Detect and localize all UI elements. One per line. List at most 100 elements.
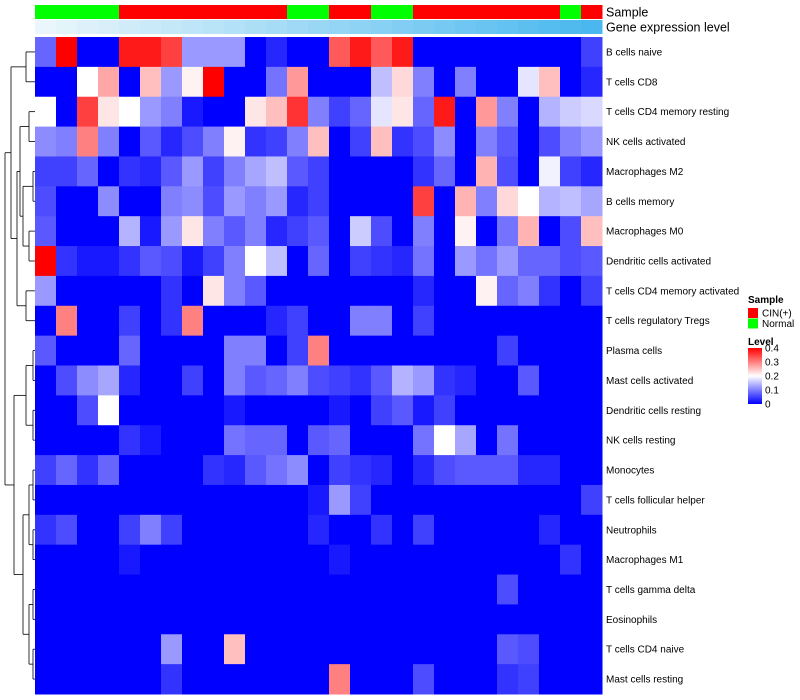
heatmap-cell <box>581 604 603 635</box>
heatmap-cell <box>560 634 582 665</box>
heatmap-cell <box>581 37 603 68</box>
row-labels: B cells naive T cells CD8 T cells CD4 memo… <box>606 47 739 685</box>
heatmap-cell <box>539 455 561 486</box>
heatmap-cell <box>329 186 351 217</box>
heatmap-cell <box>182 634 204 665</box>
heatmap-cell <box>224 634 246 665</box>
heatmap-cell <box>581 664 603 695</box>
heatmap-cell <box>140 365 162 396</box>
heatmap-cell <box>560 484 582 516</box>
heatmap-cell <box>476 395 498 426</box>
heatmap-cell <box>476 37 498 68</box>
heatmap-cell <box>224 544 246 576</box>
heatmap-cell <box>203 365 225 396</box>
sample-annotation-cell <box>245 5 267 19</box>
heatmap-cell <box>518 216 540 247</box>
heatmap-cell <box>581 365 603 396</box>
heatmap-cell <box>77 574 99 605</box>
heatmap-cell <box>560 37 582 68</box>
heatmap-cell <box>497 544 519 576</box>
heatmap-cell <box>119 96 141 128</box>
heatmap-cell <box>182 484 204 516</box>
heatmap-cell <box>56 305 78 337</box>
heatmap-cell <box>350 305 372 337</box>
level-tick-label: 0 <box>765 400 771 411</box>
heatmap-cell <box>224 305 246 337</box>
heatmap-cell <box>182 156 204 187</box>
heatmap-cell <box>308 365 330 396</box>
sample-annotation-cell <box>329 5 351 19</box>
heatmap-cell <box>476 634 498 665</box>
heatmap-cell <box>35 156 57 187</box>
heatmap-cell <box>371 305 393 337</box>
heatmap-cell <box>539 126 561 157</box>
heatmap-cell <box>371 126 393 157</box>
heatmap-cell <box>35 425 57 456</box>
heatmap-cell <box>581 96 603 128</box>
heatmap-cell <box>350 604 372 635</box>
heatmap-cell <box>455 96 477 128</box>
heatmap-cell <box>287 514 309 546</box>
heatmap-cell <box>329 335 351 366</box>
expression-annotation-cell <box>203 20 225 34</box>
heatmap-cell <box>434 544 456 576</box>
heatmap-cell <box>455 634 477 665</box>
heatmap-cell <box>98 425 120 456</box>
heatmap-cell <box>371 544 393 576</box>
heatmap-cell <box>203 544 225 576</box>
heatmap-cell <box>119 484 141 516</box>
heatmap-cell <box>518 664 540 695</box>
heatmap-cell <box>539 484 561 516</box>
heatmap-cell <box>56 484 78 516</box>
heatmap-cell <box>371 395 393 426</box>
heatmap-cell <box>434 37 456 68</box>
heatmap-cell <box>77 365 99 396</box>
heatmap-cell <box>140 66 162 98</box>
expression-annotation-cell <box>56 20 78 34</box>
heatmap-cell <box>560 604 582 635</box>
heatmap-cell <box>35 96 57 128</box>
heatmap-cell <box>182 37 204 68</box>
heatmap-cell <box>518 275 540 307</box>
heatmap-cell <box>581 514 603 546</box>
heatmap-cell <box>476 544 498 576</box>
sample-annotation-cell <box>518 5 540 19</box>
heatmap-cell <box>308 37 330 68</box>
heatmap-cell <box>266 335 288 366</box>
heatmap-cell <box>308 186 330 217</box>
heatmap-cell <box>308 246 330 277</box>
sample-annotation-cell <box>161 5 183 19</box>
heatmap-cell <box>350 664 372 695</box>
heatmap-cell <box>560 425 582 456</box>
heatmap-cell <box>203 156 225 187</box>
heatmap-cell <box>539 216 561 247</box>
heatmap-cell <box>266 216 288 247</box>
heatmap-cell <box>287 246 309 277</box>
heatmap-cell <box>98 395 120 426</box>
expression-annotation-cell <box>413 20 435 34</box>
heatmap-cell <box>224 514 246 546</box>
heatmap-cell <box>287 216 309 247</box>
heatmap-cell <box>350 216 372 247</box>
heatmap-cell <box>266 186 288 217</box>
heatmap-cell <box>77 634 99 665</box>
heatmap-cell <box>581 216 603 247</box>
row-label: Macrophages M0 <box>606 227 684 238</box>
heatmap-cell <box>161 604 183 635</box>
expression-annotation-cell <box>560 20 582 34</box>
heatmap-cell <box>476 574 498 605</box>
heatmap-cell <box>245 275 267 307</box>
heatmap-cell <box>392 335 414 366</box>
sample-annotation-cell <box>35 5 57 19</box>
heatmap-cell <box>392 246 414 277</box>
row-label: T cells follicular helper <box>606 495 705 506</box>
heatmap-cell <box>392 66 414 98</box>
heatmap-cell <box>182 365 204 396</box>
heatmap-cell <box>245 126 267 157</box>
heatmap-cell <box>308 335 330 366</box>
heatmap-cell <box>77 484 99 516</box>
heatmap-cell <box>308 216 330 247</box>
heatmap-cell <box>287 634 309 665</box>
row-label: Macrophages M2 <box>606 167 684 178</box>
heatmap-cell <box>203 395 225 426</box>
